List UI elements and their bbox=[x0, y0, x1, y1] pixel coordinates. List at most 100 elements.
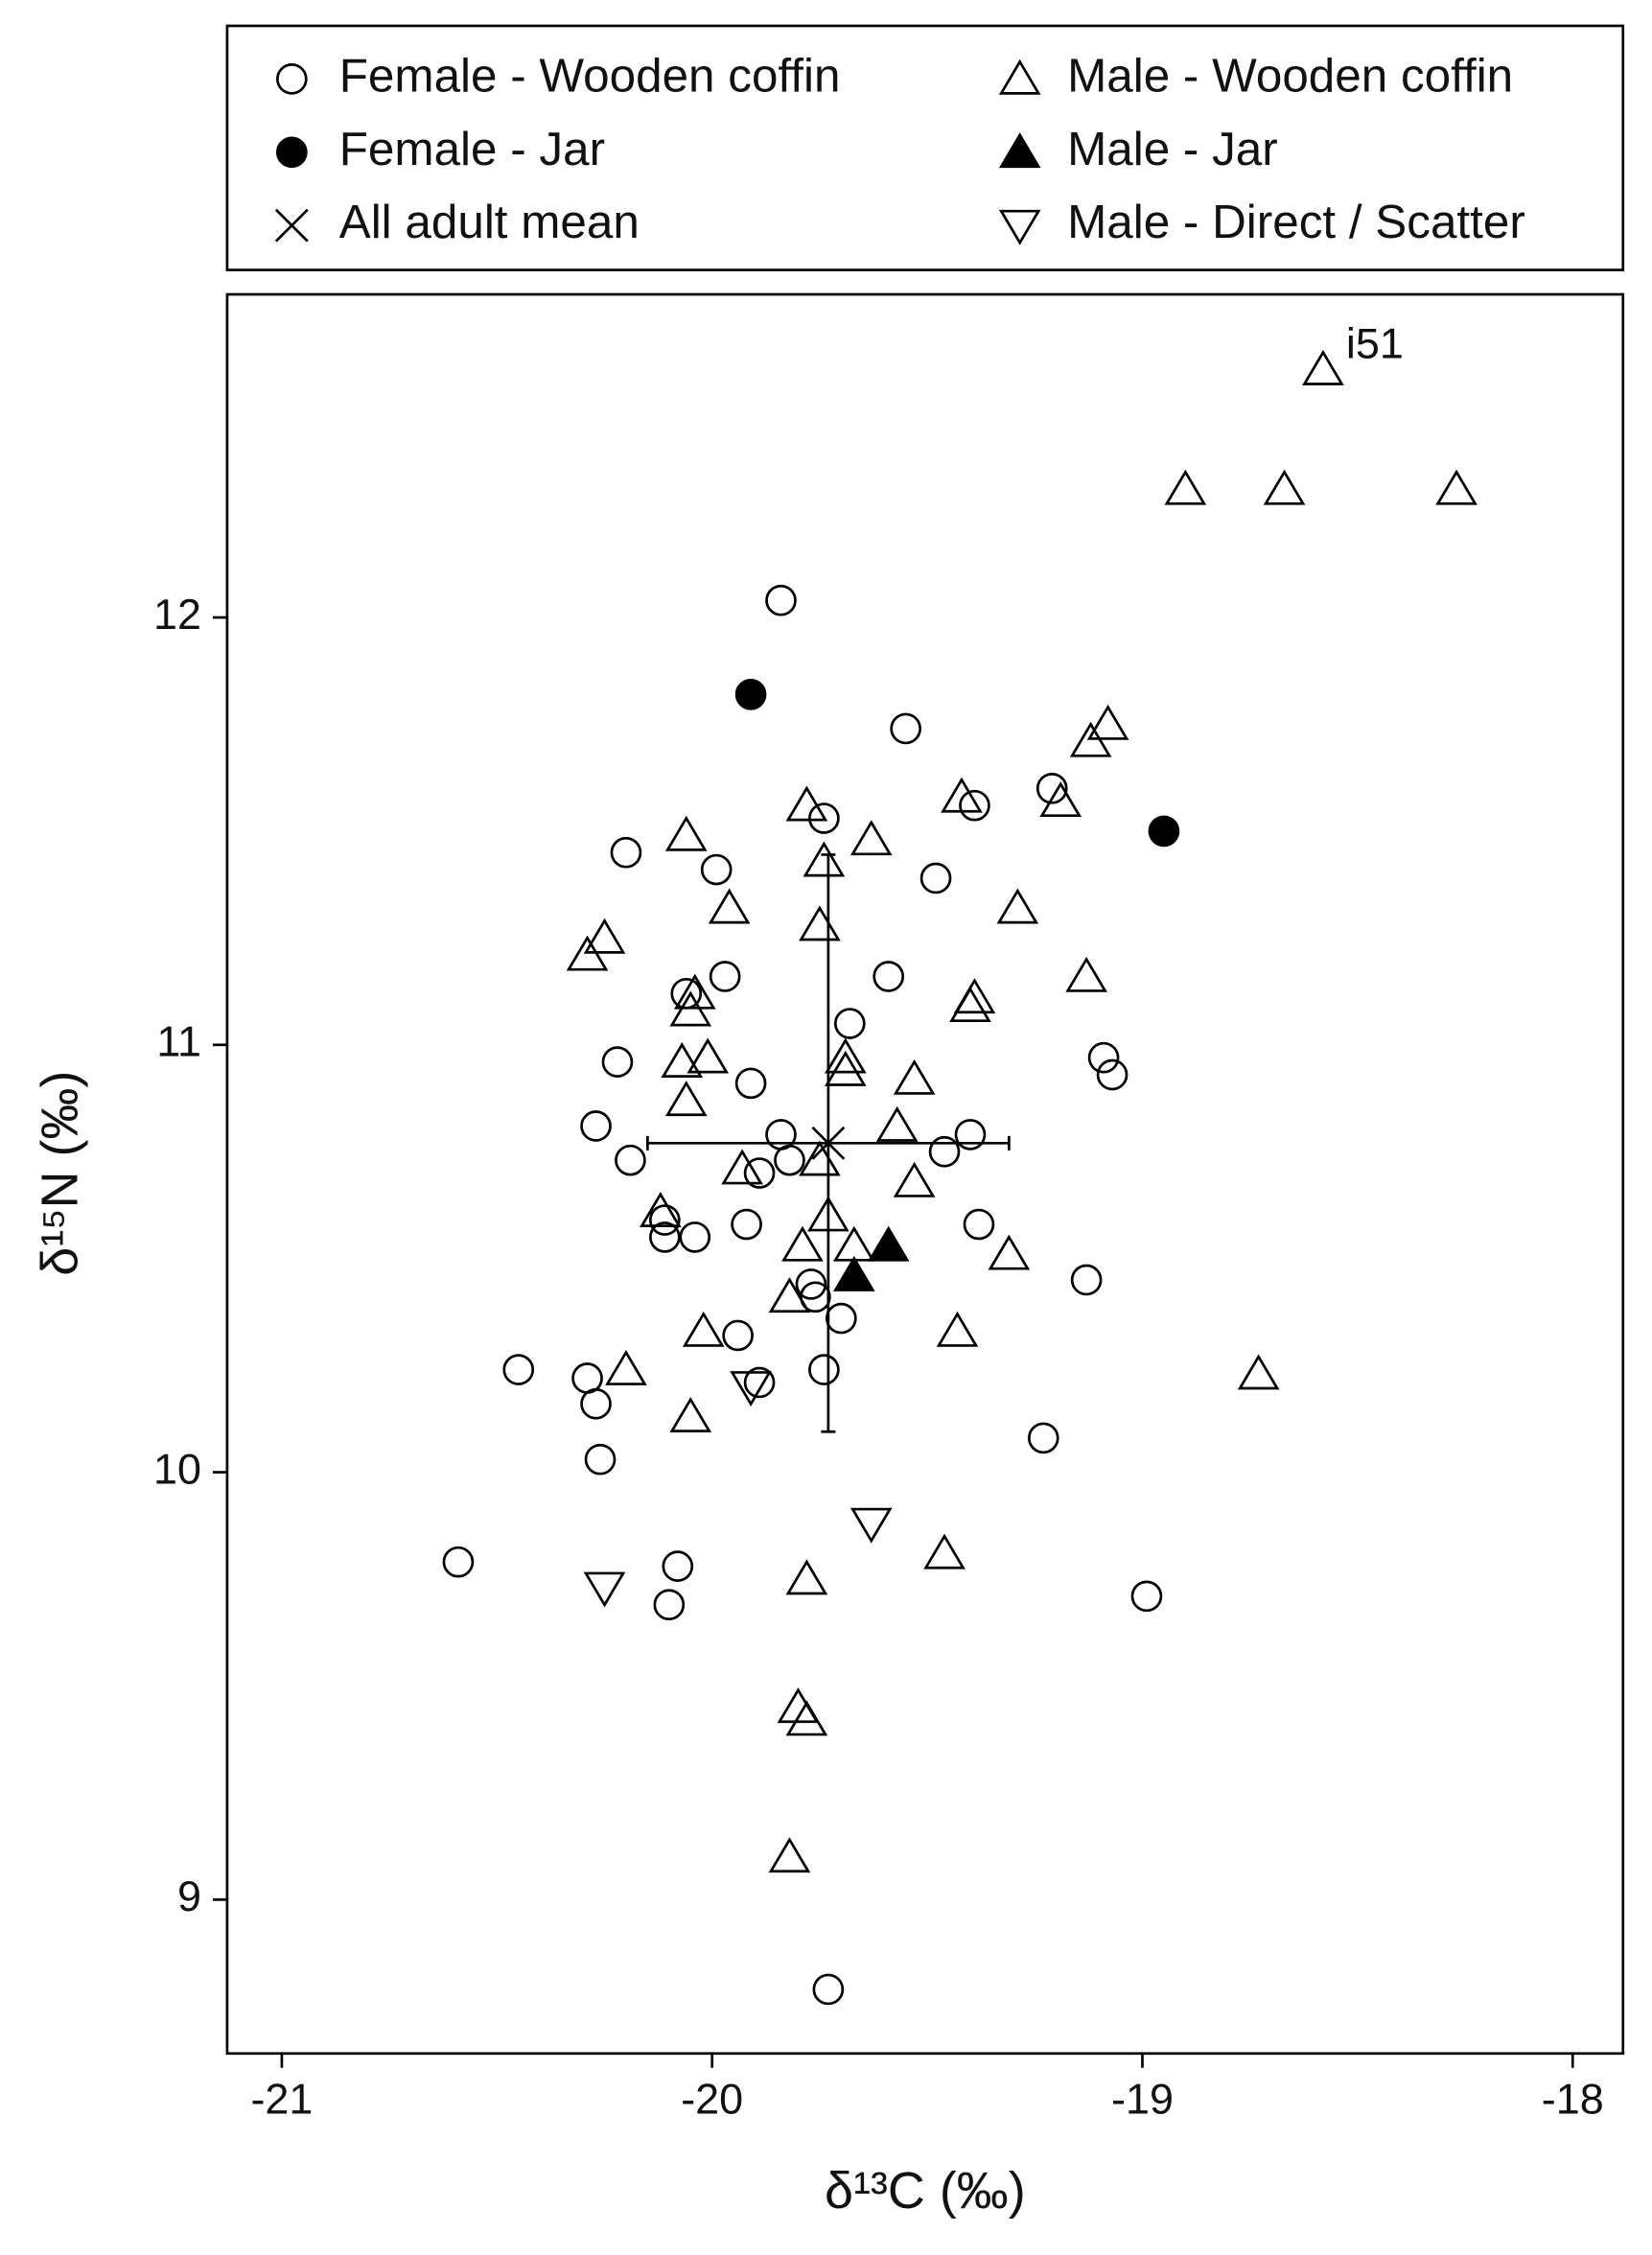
point bbox=[873, 961, 905, 992]
point bbox=[781, 1225, 824, 1262]
legend-box bbox=[225, 24, 1625, 271]
point bbox=[808, 802, 840, 834]
legend-label: Male - Jar bbox=[1067, 123, 1278, 175]
legend-marker bbox=[998, 58, 1041, 95]
point bbox=[774, 1144, 805, 1176]
point bbox=[664, 1081, 708, 1117]
y-tick-label: 9 bbox=[177, 1871, 201, 1920]
point bbox=[785, 1559, 828, 1595]
point bbox=[928, 1135, 961, 1168]
point bbox=[669, 990, 712, 1027]
x-tick-label: -19 bbox=[1111, 2075, 1174, 2124]
point bbox=[1070, 1264, 1103, 1296]
point bbox=[1065, 956, 1107, 992]
point bbox=[826, 1302, 857, 1335]
point bbox=[601, 1046, 634, 1078]
point bbox=[1096, 1058, 1128, 1091]
point bbox=[867, 1225, 910, 1262]
y-axis-label: δ¹⁵N (‰) bbox=[31, 1071, 88, 1276]
point bbox=[664, 815, 708, 851]
point bbox=[502, 1354, 535, 1385]
point bbox=[709, 961, 741, 992]
point bbox=[959, 789, 990, 822]
point bbox=[1027, 1422, 1059, 1454]
point bbox=[808, 1354, 840, 1385]
point bbox=[833, 1008, 866, 1039]
point bbox=[661, 1042, 704, 1078]
point bbox=[682, 1311, 725, 1347]
point bbox=[649, 1221, 681, 1253]
point bbox=[686, 1037, 730, 1074]
legend-marker bbox=[998, 132, 1041, 169]
point bbox=[941, 777, 983, 813]
legend-label: Female - Wooden coffin bbox=[339, 49, 841, 102]
x-tick-label: -21 bbox=[250, 2075, 313, 2124]
point bbox=[583, 1571, 626, 1608]
point bbox=[890, 712, 921, 745]
point bbox=[731, 1208, 762, 1241]
point bbox=[743, 1366, 776, 1399]
point bbox=[584, 1443, 617, 1476]
point bbox=[1237, 1354, 1280, 1390]
point bbox=[566, 935, 609, 971]
x-tick-label: -18 bbox=[1542, 2075, 1604, 2124]
point bbox=[673, 973, 716, 1010]
point bbox=[583, 918, 626, 954]
point bbox=[442, 1546, 475, 1578]
point bbox=[649, 1204, 681, 1236]
y-tick-label: 12 bbox=[153, 590, 201, 639]
point bbox=[954, 1119, 987, 1151]
point bbox=[849, 1507, 893, 1544]
point bbox=[923, 1533, 966, 1569]
point bbox=[734, 1067, 767, 1100]
y-tick-label: 10 bbox=[153, 1444, 201, 1493]
annotation: i51 bbox=[1346, 318, 1404, 367]
point bbox=[1035, 773, 1068, 804]
legend-label: Female - Jar bbox=[339, 123, 605, 175]
point bbox=[765, 584, 797, 616]
point bbox=[765, 1119, 797, 1151]
point bbox=[1164, 469, 1207, 505]
x-tick-label: -20 bbox=[681, 2075, 743, 2124]
legend-label: All adult mean bbox=[339, 196, 640, 248]
point bbox=[669, 1396, 712, 1432]
point bbox=[799, 905, 841, 942]
point bbox=[605, 1349, 647, 1385]
point bbox=[893, 1058, 936, 1095]
point bbox=[875, 1105, 919, 1142]
point bbox=[824, 1050, 867, 1086]
point bbox=[807, 1196, 849, 1232]
point bbox=[580, 1387, 612, 1420]
legend-marker bbox=[276, 63, 308, 95]
point bbox=[640, 1192, 682, 1227]
point bbox=[1086, 704, 1129, 740]
y-tick-label: 11 bbox=[156, 1017, 201, 1066]
point bbox=[734, 678, 767, 710]
point bbox=[610, 836, 642, 869]
point bbox=[803, 841, 846, 877]
point bbox=[1302, 349, 1344, 385]
point bbox=[799, 1140, 841, 1176]
point bbox=[795, 1268, 827, 1300]
point bbox=[996, 888, 1039, 924]
point bbox=[824, 1037, 867, 1074]
point bbox=[988, 1234, 1031, 1270]
point bbox=[1263, 469, 1306, 505]
point bbox=[812, 1973, 845, 2006]
point bbox=[785, 785, 828, 822]
plot-frame bbox=[225, 292, 1625, 2056]
point bbox=[832, 1225, 875, 1262]
legend-marker bbox=[998, 209, 1041, 245]
point bbox=[849, 820, 893, 856]
x-axis-label: δ¹³C (‰) bbox=[825, 2162, 1026, 2220]
point bbox=[785, 1700, 828, 1736]
point bbox=[1039, 781, 1082, 818]
point bbox=[949, 987, 991, 1023]
point bbox=[700, 853, 733, 886]
point bbox=[832, 1255, 875, 1291]
point bbox=[708, 888, 751, 924]
point bbox=[768, 1837, 811, 1873]
point bbox=[571, 1362, 603, 1394]
